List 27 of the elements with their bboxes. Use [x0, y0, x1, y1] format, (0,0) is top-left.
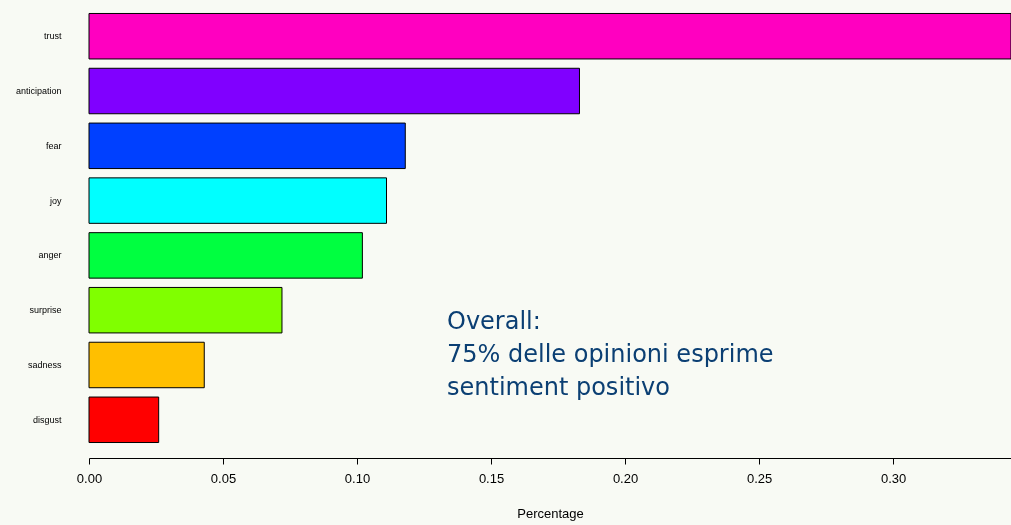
bar: [88, 286, 283, 334]
bar: [88, 341, 205, 389]
y-tick-label: sadness: [27, 359, 62, 370]
annotation: Overall:: [447, 307, 541, 335]
y-tick-label: disgust: [32, 414, 62, 425]
annotation: sentiment positivo: [447, 373, 671, 401]
x-tick-label: 0.30: [880, 470, 907, 486]
x-tick-label: 0.00: [76, 470, 103, 486]
y-tick-label: surprise: [29, 305, 62, 316]
x-axis-title: Percentage: [517, 505, 584, 521]
y-tick-label: trust: [43, 31, 62, 42]
bar: [88, 232, 363, 279]
annotation: 75% delle opinioni esprime: [447, 340, 774, 368]
x-tick-label: 0.15: [478, 470, 505, 486]
bar: [88, 177, 388, 224]
y-tick-label: anticipation: [15, 86, 62, 97]
y-tick-label: fear: [45, 140, 62, 151]
bar: [88, 396, 160, 444]
bar: [88, 12, 1011, 60]
x-tick-label: 0.25: [746, 470, 773, 486]
x-tick-label: 0.05: [210, 470, 237, 486]
bar: [88, 67, 580, 115]
bar: [88, 122, 406, 170]
x-tick-label: 0.20: [612, 470, 639, 486]
x-tick-label: 0.10: [344, 470, 371, 486]
y-tick-label: joy: [48, 195, 62, 206]
y-tick-label: anger: [38, 250, 62, 261]
